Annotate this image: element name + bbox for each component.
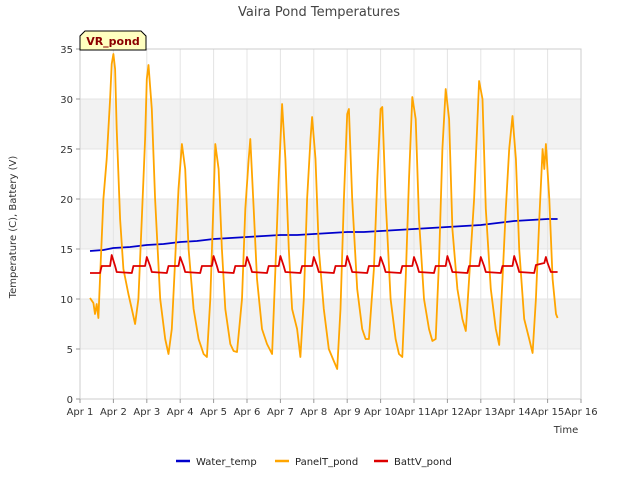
- chart-title: Vaira Pond Temperatures: [238, 5, 400, 20]
- x-axis-title: Time: [553, 425, 578, 436]
- y-tick-label: 25: [60, 145, 73, 156]
- background-bands: [80, 49, 581, 399]
- background-band: [80, 199, 581, 249]
- x-tick-label: Apr 11: [397, 407, 430, 418]
- background-band: [80, 49, 581, 99]
- y-tick-label: 15: [60, 245, 73, 256]
- x-tick-label: Apr 10: [364, 407, 397, 418]
- x-tick-label: Apr 4: [167, 407, 194, 418]
- x-tick-label: Apr 7: [267, 407, 294, 418]
- legend: Water_temp PanelT_pond BattV_pond: [176, 457, 452, 468]
- x-tick-label: Apr 16: [564, 407, 597, 418]
- y-tick-label: 20: [60, 195, 73, 206]
- series-line-battv-pond: [90, 254, 558, 274]
- y-tick-label: 0: [67, 395, 73, 406]
- x-axis-ticks: Apr 1 Apr 2 Apr 3 Apr 4 Apr 5 Apr 6 Apr 7 Apr 8…: [67, 399, 598, 418]
- x-tick-label: Apr 3: [133, 407, 160, 418]
- background-band: [80, 249, 581, 299]
- x-tick-label: Apr 6: [234, 407, 261, 418]
- y-tick-label: 5: [67, 345, 73, 356]
- site-badge-label: VR_pond: [86, 35, 140, 48]
- x-tick-label: Apr 15: [531, 407, 564, 418]
- y-tick-label: 35: [60, 45, 73, 56]
- x-tick-label: Apr 8: [300, 407, 327, 418]
- legend-label-battv-pond: BattV_pond: [394, 457, 452, 468]
- x-tick-label: Apr 2: [100, 407, 127, 418]
- x-tick-label: Apr 5: [200, 407, 227, 418]
- y-tick-label: 10: [60, 295, 73, 306]
- series-group: [89, 53, 559, 370]
- plot-frame: [79, 48, 582, 400]
- background-band: [80, 149, 581, 199]
- site-badge-box: [79, 30, 147, 51]
- x-tick-label: Apr 9: [334, 407, 361, 418]
- legend-label-panelt-pond: PanelT_pond: [295, 457, 358, 468]
- y-axis-title: Temperature (C), Battery (V): [8, 156, 19, 300]
- site-badge: VR_pond: [79, 30, 147, 51]
- background-band: [80, 349, 581, 399]
- x-tick-label: Apr 13: [464, 407, 497, 418]
- background-band: [80, 99, 581, 149]
- y-axis-ticks: 0 5 10 15 20 25 30 35: [60, 45, 80, 406]
- y-tick-label: 30: [60, 95, 73, 106]
- x-tick-label: Apr 12: [431, 407, 464, 418]
- x-tick-label: Apr 14: [498, 407, 531, 418]
- x-tick-label: Apr 1: [67, 407, 94, 418]
- series-line-water-temp: [89, 218, 558, 252]
- series-line-panelt-pond: [89, 53, 559, 370]
- legend-label-water-temp: Water_temp: [196, 457, 257, 468]
- background-band: [80, 299, 581, 349]
